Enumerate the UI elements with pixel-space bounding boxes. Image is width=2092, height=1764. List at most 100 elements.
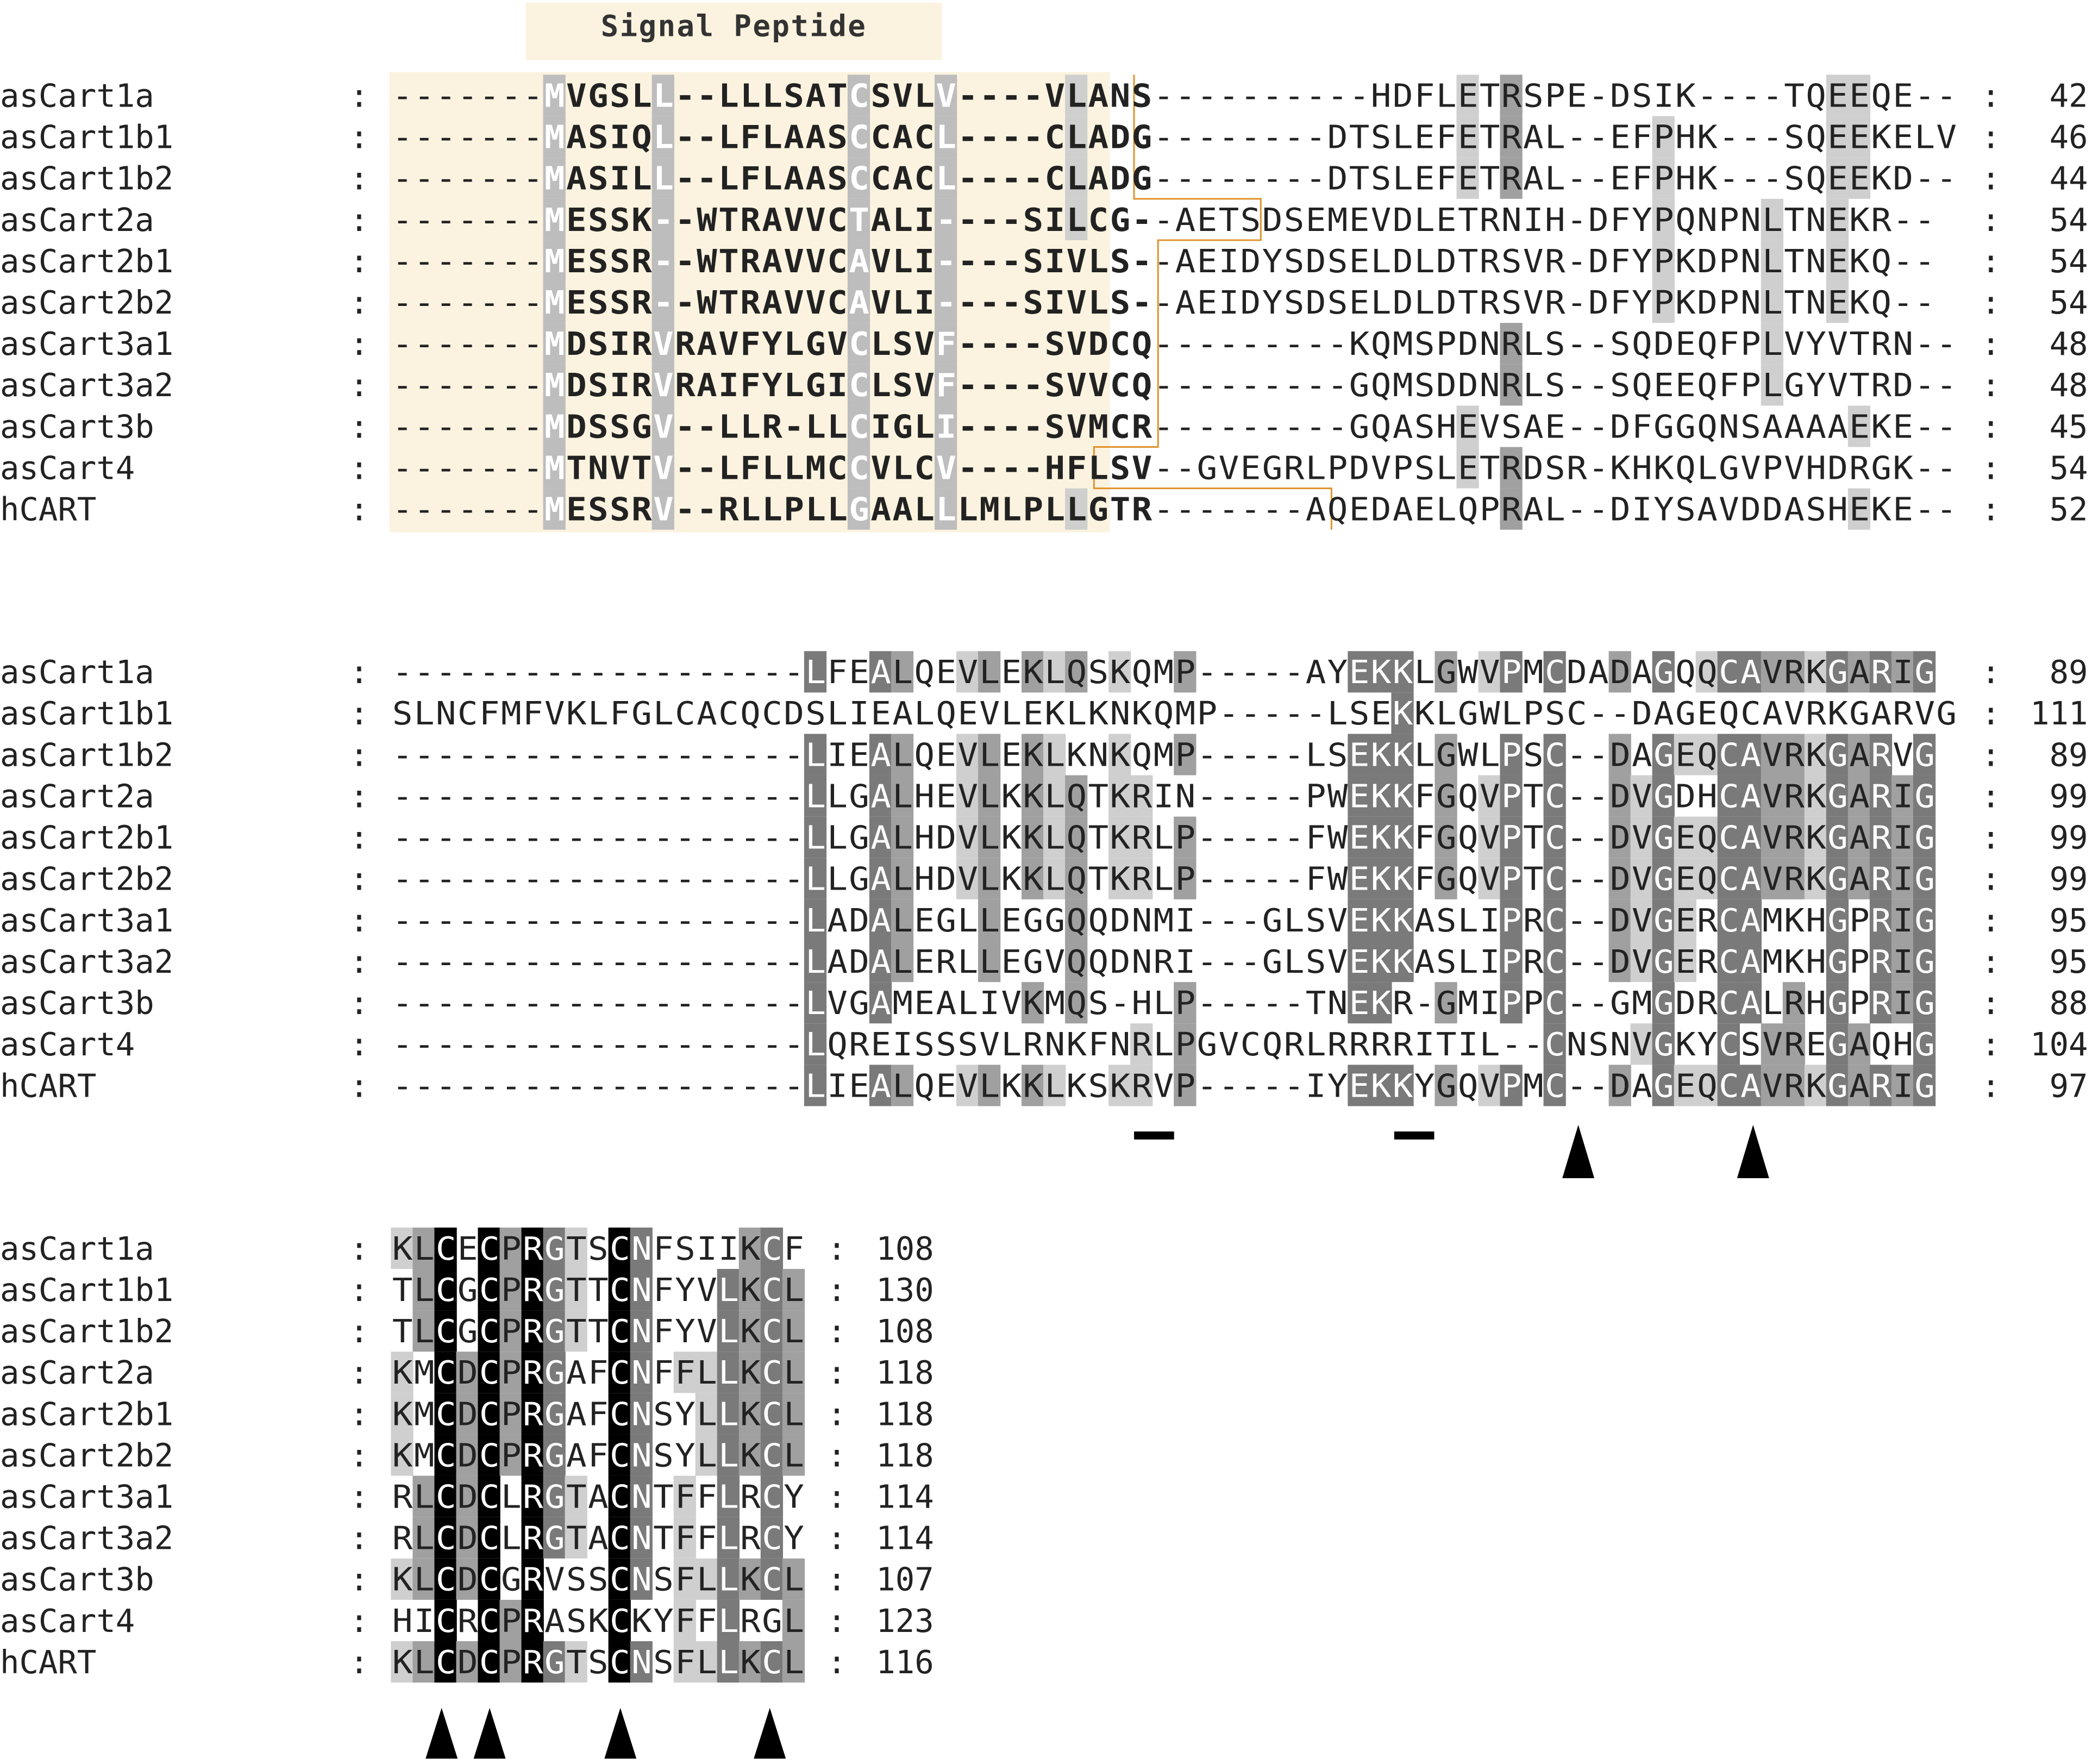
residue: L: [501, 1519, 522, 1557]
conservation-cell: [1652, 734, 1675, 775]
gap-dash: -: [675, 77, 696, 114]
gap-dash: -: [1197, 1067, 1218, 1104]
signal-conserved-cell: [652, 74, 674, 116]
conservation-cell: [1500, 1065, 1523, 1106]
residue: P: [1523, 984, 1544, 1022]
residue: N: [1719, 408, 1739, 445]
residue: L: [414, 1230, 435, 1267]
signal-conserved-cell: [847, 198, 870, 240]
gap-dash: -: [392, 242, 413, 280]
residue: F: [610, 695, 630, 732]
residue: A: [1827, 408, 1848, 445]
conservation-cell: [1108, 734, 1131, 775]
residue: S: [1088, 1067, 1109, 1104]
residue: L: [892, 1067, 913, 1104]
residue: R: [523, 1354, 543, 1391]
residue: E: [1827, 201, 1848, 239]
residue: L: [892, 242, 913, 280]
gap-dash: -: [544, 902, 565, 939]
conservation-cell: [1891, 940, 1914, 983]
residue: S: [1132, 77, 1153, 114]
residue: S: [653, 1436, 674, 1474]
residue: C: [827, 242, 848, 280]
residue: F: [936, 366, 956, 404]
gap-dash: -: [1284, 408, 1305, 445]
residue: C: [827, 449, 848, 486]
residue: L: [1045, 736, 1066, 773]
residue: T: [1480, 118, 1500, 156]
residue: M: [1088, 408, 1109, 445]
residue: L: [1067, 491, 1087, 528]
gap-dash: -: [979, 408, 1000, 445]
residue: V: [957, 736, 978, 773]
residue: P: [1545, 77, 1565, 114]
gap-dash: -: [675, 860, 696, 898]
gap-dash: -: [957, 77, 978, 114]
gap-dash: -: [1154, 201, 1174, 239]
residue: G: [1914, 653, 1935, 691]
separator-colon: :: [349, 943, 368, 980]
separator-colon: :: [1981, 118, 2000, 156]
gap-dash: -: [479, 902, 500, 939]
residue: L: [1762, 984, 1783, 1022]
residue: E: [936, 736, 956, 773]
residue: L: [1371, 284, 1392, 321]
residue: K: [1806, 653, 1826, 691]
conservation-cell: [1022, 858, 1044, 899]
residue: D: [849, 943, 869, 980]
residue: F: [675, 1602, 696, 1640]
conservation-cell: [1804, 1065, 1827, 1106]
conservation-cell: [1456, 74, 1479, 116]
residue: R: [1480, 242, 1500, 280]
residue: L: [1414, 201, 1435, 239]
residue: L: [784, 366, 804, 404]
residue: S: [588, 201, 609, 239]
residue: G: [1675, 695, 1696, 732]
residue: Q: [1458, 491, 1479, 528]
residue: S: [1436, 902, 1457, 939]
residue: T: [392, 1271, 413, 1309]
gap-dash: -: [479, 201, 500, 239]
conservation-cell: [478, 1227, 500, 1269]
gap-dash: -: [631, 736, 652, 773]
residue: C: [718, 695, 739, 732]
sequence-name: asCart1b2: [0, 736, 173, 773]
residue: L: [718, 408, 739, 445]
residue: A: [870, 653, 891, 691]
gap-dash: -: [414, 160, 435, 197]
residue: L: [501, 1478, 522, 1515]
gap-dash: -: [1914, 408, 1935, 445]
residue: G: [1653, 736, 1674, 773]
conservation-cell: [1456, 447, 1479, 489]
gap-dash: -: [1936, 408, 1957, 445]
gap-dash: -: [1588, 491, 1609, 528]
conservation-cell: [1065, 816, 1088, 858]
residue: L: [827, 860, 848, 898]
gap-dash: -: [1893, 284, 1913, 321]
residue: R: [1132, 408, 1153, 445]
residue: L: [979, 902, 1000, 939]
conservation-cell: [956, 651, 979, 693]
residue: L: [1154, 860, 1174, 898]
gap-dash: -: [414, 984, 435, 1022]
residue: D: [1371, 491, 1392, 528]
conservation-cell: [978, 816, 1001, 858]
gap-dash: -: [1567, 242, 1587, 280]
gap-dash: -: [1175, 325, 1196, 362]
residue: R: [1132, 819, 1153, 856]
residue: Y: [675, 1271, 696, 1309]
residue: E: [1849, 491, 1870, 528]
residue: R: [523, 1230, 543, 1267]
conservation-cell: [1543, 816, 1566, 858]
conservation-cell: [1913, 734, 1936, 775]
residue: A: [784, 118, 804, 156]
gap-dash: -: [392, 201, 413, 239]
residue-count: 123: [876, 1602, 934, 1640]
residue: D: [458, 1354, 478, 1391]
residue: E: [936, 777, 956, 815]
gap-dash: -: [1610, 695, 1631, 732]
separator-colon: :: [349, 1025, 368, 1063]
residue: E: [914, 984, 935, 1022]
signal-conserved-cell: [543, 157, 566, 199]
residue: A: [1653, 695, 1674, 732]
